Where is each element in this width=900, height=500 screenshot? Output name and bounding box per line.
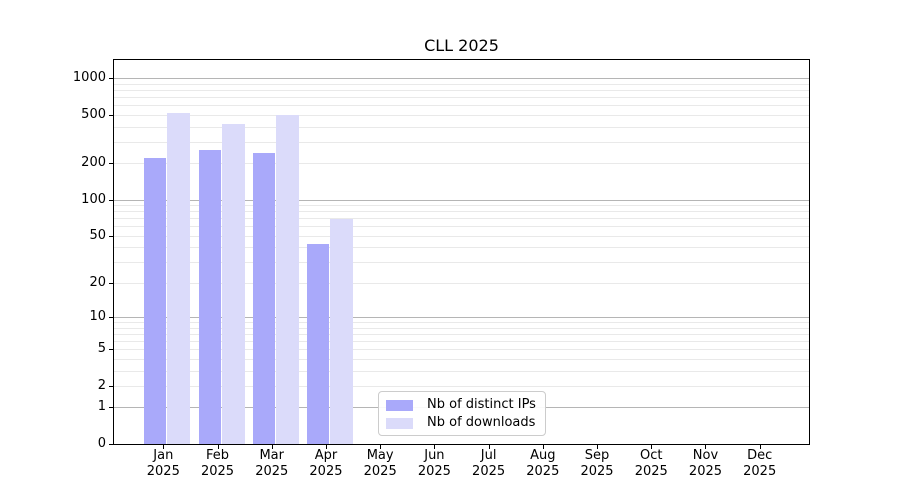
minor-gridline [114, 340, 809, 342]
x-axis-tick-label: May 2025 [363, 448, 397, 479]
x-axis-tick [434, 445, 436, 449]
minor-gridline [114, 83, 809, 85]
y-axis-tick-label: 5 [97, 341, 106, 357]
legend: Nb of distinct IPs Nb of downloads [378, 391, 546, 436]
bar-downloads [329, 219, 353, 444]
x-axis-tick-label: Dec 2025 [743, 448, 777, 479]
y-axis-tick-label: 1000 [72, 70, 106, 86]
minor-gridline [114, 126, 809, 128]
y-axis-tick-label: 100 [81, 191, 106, 207]
y-axis-tick-label: 500 [81, 106, 106, 122]
bar-downloads [221, 124, 245, 444]
y-axis-tick [109, 282, 113, 284]
y-axis-tick [109, 163, 113, 165]
minor-gridline [114, 90, 809, 92]
y-axis-tick-label: 50 [89, 227, 106, 243]
minor-gridline [114, 262, 809, 264]
y-axis-tick-label: 1 [97, 399, 106, 415]
bar-distinct-ips [252, 152, 275, 444]
bar-distinct-ips [306, 243, 329, 444]
minor-gridline [114, 327, 809, 329]
minor-gridline [114, 226, 809, 228]
minor-gridline [114, 370, 809, 372]
x-axis-tick-label: Nov 2025 [688, 448, 723, 479]
bar-downloads [167, 113, 191, 444]
minor-gridline [114, 235, 809, 237]
minor-gridline [114, 163, 809, 165]
minor-gridline [114, 97, 809, 99]
bar-distinct-ips [198, 150, 221, 444]
legend-label-downloads: Nb of downloads [427, 415, 536, 430]
legend-item-distinct-ips: Nb of distinct IPs [386, 397, 536, 413]
y-axis-tick [109, 114, 113, 116]
legend-label-distinct-ips: Nb of distinct IPs [427, 397, 536, 412]
y-axis-tick [109, 407, 113, 409]
minor-gridline [114, 333, 809, 335]
y-axis-tick [109, 349, 113, 351]
x-axis-tick [651, 445, 653, 449]
x-axis-tick [759, 445, 761, 449]
plot-area [113, 59, 810, 445]
x-axis-tick-label: Apr 2025 [309, 448, 343, 479]
y-axis-tick-label: 0 [97, 436, 106, 451]
minor-gridline [114, 349, 809, 351]
legend-swatch-distinct-ips [386, 399, 413, 411]
x-axis-tick-label: Oct 2025 [634, 448, 668, 479]
y-axis-tick [109, 78, 113, 80]
x-axis-tick [542, 445, 544, 449]
y-axis-tick-label: 2 [97, 377, 106, 393]
y-axis-tick-label: 10 [89, 309, 106, 325]
minor-gridline [114, 205, 809, 207]
major-gridline [114, 78, 809, 80]
bar-downloads [275, 114, 299, 444]
minor-gridline [114, 211, 809, 213]
x-axis-tick-label: Sep 2025 [580, 448, 614, 479]
minor-gridline [114, 247, 809, 249]
x-axis-tick-label: Jun 2025 [417, 448, 451, 479]
x-axis-tick [380, 445, 382, 449]
x-axis-tick [705, 445, 707, 449]
x-axis-tick [325, 445, 327, 449]
y-axis-tick-label: 200 [81, 155, 106, 171]
x-axis-tick-label: Mar 2025 [255, 448, 289, 479]
minor-gridline [114, 141, 809, 143]
legend-swatch-downloads [386, 417, 413, 429]
y-axis-tick [109, 235, 113, 237]
minor-gridline [114, 218, 809, 220]
y-axis-tick [109, 385, 113, 387]
major-gridline [114, 199, 809, 201]
x-axis-tick [597, 445, 599, 449]
x-axis-tick-label: Feb 2025 [200, 448, 235, 479]
y-axis-tick [109, 444, 113, 445]
x-axis-tick [271, 445, 273, 449]
minor-gridline [114, 282, 809, 284]
x-axis-tick [217, 445, 219, 449]
minor-gridline [114, 114, 809, 116]
x-axis-tick-label: Jul 2025 [472, 448, 506, 479]
y-axis-tick [109, 317, 113, 319]
x-axis-tick-label: Aug 2025 [526, 448, 560, 479]
y-axis-tick-label: 20 [89, 274, 106, 290]
chart-title: CLL 2025 [424, 36, 499, 55]
minor-gridline [114, 322, 809, 324]
minor-gridline [114, 385, 809, 387]
bar-distinct-ips [144, 158, 167, 444]
major-gridline [114, 317, 809, 319]
x-axis-tick [163, 445, 165, 449]
y-axis-tick [109, 199, 113, 201]
legend-item-downloads: Nb of downloads [386, 415, 536, 431]
minor-gridline [114, 358, 809, 360]
x-axis-tick-label: Jan 2025 [146, 448, 180, 479]
minor-gridline [114, 105, 809, 107]
x-axis-tick [488, 445, 490, 449]
